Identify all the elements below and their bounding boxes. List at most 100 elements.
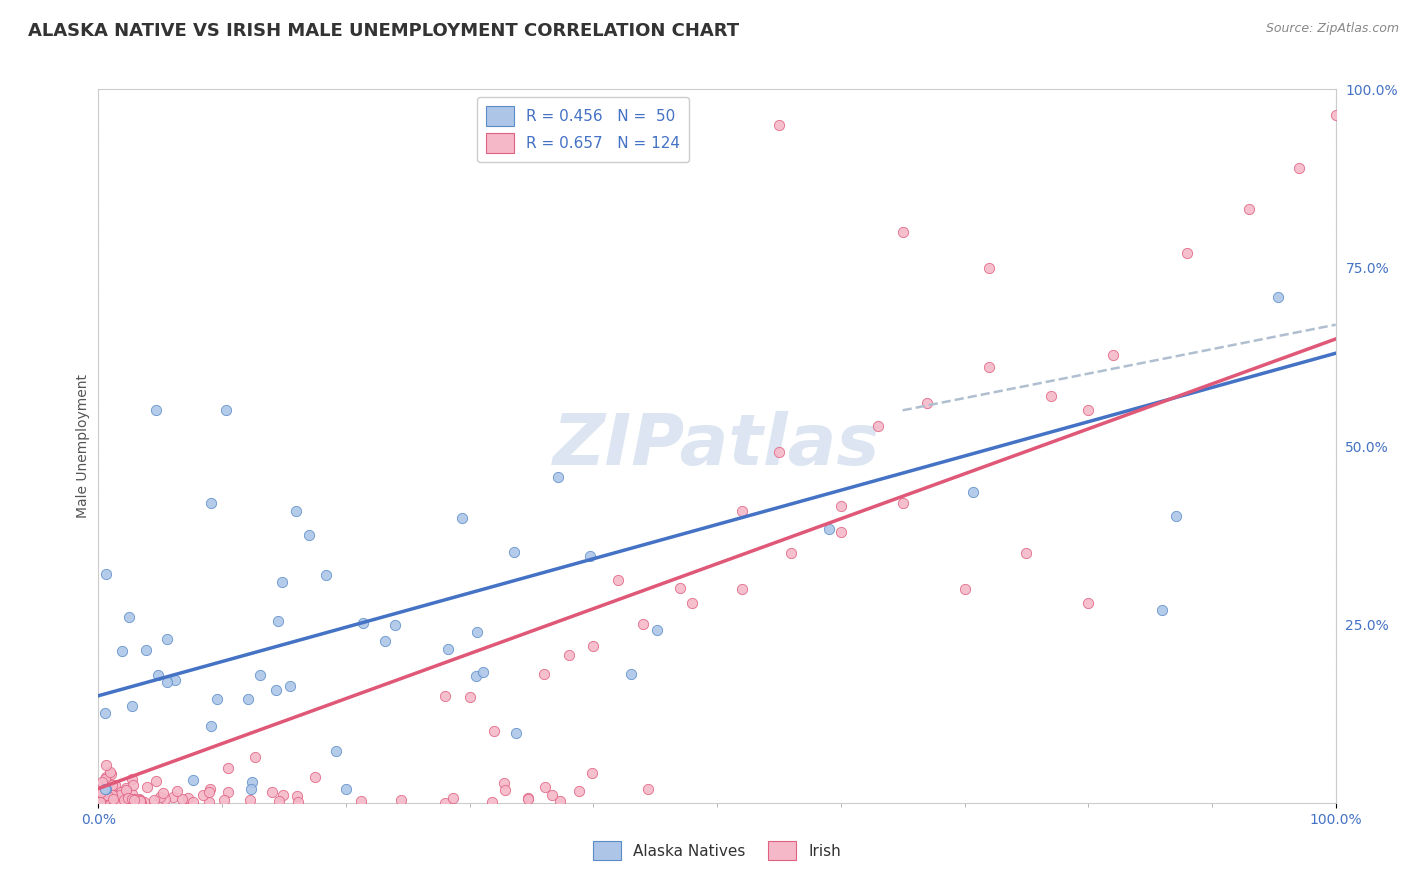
Point: [121, 772, 143, 786]
Point: [198, 785, 221, 799]
Point: [516, 791, 538, 805]
Point: [104, 794, 127, 808]
Point: [238, 793, 260, 807]
Point: [238, 691, 260, 706]
Point: [212, 793, 235, 807]
Point: [249, 668, 271, 682]
Point: [100, 795, 122, 809]
Point: [494, 783, 516, 797]
Point: [441, 790, 464, 805]
Point: [451, 511, 474, 525]
Point: [568, 783, 591, 797]
Point: [152, 786, 174, 800]
Point: [768, 444, 790, 458]
Point: [96, 566, 118, 581]
Point: [121, 699, 143, 714]
Point: [917, 396, 939, 410]
Point: [1164, 508, 1187, 523]
Point: [135, 643, 157, 657]
Point: [620, 667, 643, 681]
Point: [953, 582, 976, 596]
Point: [94, 706, 117, 720]
Point: [239, 781, 262, 796]
Point: [100, 767, 122, 781]
Point: [1175, 245, 1198, 260]
Point: [547, 470, 569, 484]
Point: [142, 793, 165, 807]
Point: [114, 782, 136, 797]
Point: [374, 634, 396, 648]
Point: [115, 780, 138, 795]
Point: [285, 789, 308, 803]
Point: [264, 682, 287, 697]
Point: [503, 545, 526, 559]
Point: [681, 596, 703, 610]
Point: [121, 796, 143, 810]
Point: [166, 784, 188, 798]
Point: [108, 793, 131, 807]
Point: [122, 778, 145, 792]
Point: [891, 225, 914, 239]
Point: [94, 793, 117, 807]
Point: [217, 785, 239, 799]
Point: [389, 793, 412, 807]
Point: [645, 624, 668, 638]
Point: [278, 679, 301, 693]
Point: [200, 719, 222, 733]
Point: [94, 757, 117, 772]
Point: [1077, 403, 1099, 417]
Point: [731, 582, 754, 596]
Point: [830, 524, 852, 539]
Point: [579, 549, 602, 563]
Point: [548, 794, 571, 808]
Point: [153, 791, 176, 805]
Point: [94, 772, 117, 786]
Point: [780, 546, 803, 560]
Point: [581, 766, 603, 780]
Point: [104, 778, 127, 792]
Point: [121, 792, 143, 806]
Point: [1288, 161, 1310, 175]
Point: [285, 504, 308, 518]
Point: [114, 794, 136, 808]
Point: [891, 496, 914, 510]
Point: [437, 641, 460, 656]
Point: [335, 781, 357, 796]
Point: [541, 788, 564, 802]
Point: [89, 794, 111, 808]
Point: [121, 787, 143, 801]
Point: [89, 795, 111, 809]
Point: [96, 778, 118, 792]
Point: [170, 792, 193, 806]
Point: [384, 617, 406, 632]
Point: [242, 775, 264, 789]
Point: [101, 788, 124, 802]
Point: [962, 485, 984, 500]
Point: [134, 795, 156, 809]
Point: [90, 786, 112, 800]
Point: [117, 791, 139, 805]
Point: [505, 726, 527, 740]
Point: [304, 770, 326, 784]
Point: [198, 782, 221, 797]
Point: [271, 788, 294, 802]
Point: [217, 761, 239, 775]
Point: [269, 794, 291, 808]
Point: [101, 790, 124, 805]
Point: [465, 669, 488, 683]
Point: [472, 665, 495, 679]
Point: [136, 780, 159, 795]
Point: [90, 788, 112, 802]
Point: [484, 724, 506, 739]
Point: [350, 794, 373, 808]
Point: [817, 522, 839, 536]
Point: [1267, 290, 1289, 304]
Point: [979, 260, 1001, 275]
Point: [260, 785, 283, 799]
Point: [1077, 596, 1099, 610]
Point: [149, 789, 172, 804]
Point: [517, 790, 540, 805]
Point: [768, 118, 790, 132]
Point: [287, 796, 309, 810]
Point: [534, 780, 557, 795]
